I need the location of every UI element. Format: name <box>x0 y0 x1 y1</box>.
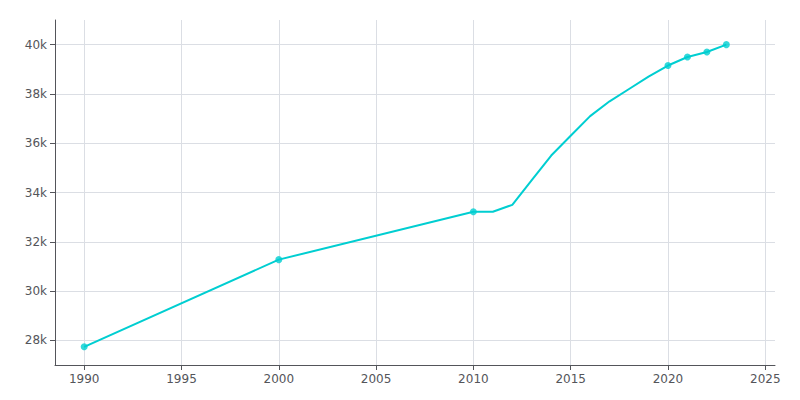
svg-text:28k: 28k <box>25 333 47 347</box>
svg-text:30k: 30k <box>25 284 47 298</box>
svg-text:2010: 2010 <box>458 372 489 386</box>
svg-text:2020: 2020 <box>653 372 684 386</box>
svg-text:34k: 34k <box>25 186 47 200</box>
svg-text:2005: 2005 <box>361 372 392 386</box>
svg-text:1995: 1995 <box>166 372 197 386</box>
svg-text:40k: 40k <box>25 38 47 52</box>
svg-text:2025: 2025 <box>750 372 781 386</box>
svg-text:1990: 1990 <box>69 372 100 386</box>
svg-text:2000: 2000 <box>264 372 295 386</box>
svg-text:36k: 36k <box>25 136 47 150</box>
svg-text:2015: 2015 <box>555 372 586 386</box>
svg-text:38k: 38k <box>25 87 47 101</box>
svg-text:32k: 32k <box>25 235 47 249</box>
